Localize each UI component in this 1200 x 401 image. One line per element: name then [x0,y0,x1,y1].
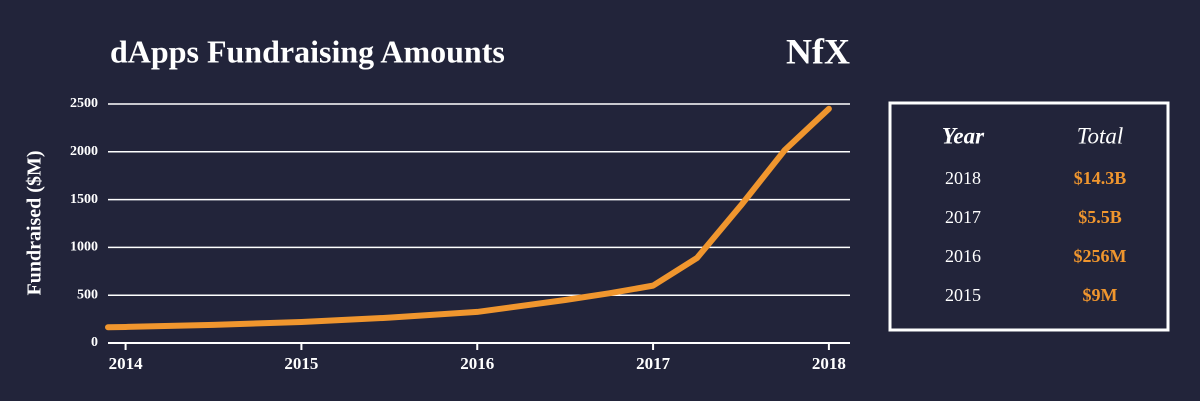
table-total: $9M [1083,285,1118,305]
x-tick-label: 2018 [812,354,846,373]
y-tick-label: 1500 [70,192,98,207]
y-tick-label: 1000 [70,240,98,255]
x-tick-label: 2014 [109,354,144,373]
table-year: 2016 [945,246,981,266]
table-frame [888,101,1170,332]
table-year: 2017 [945,207,981,227]
y-tick-label: 2000 [70,144,98,159]
table-year: 2018 [945,168,981,188]
table-total: $14.3B [1074,168,1127,188]
table-header: Year [942,123,985,148]
table-total: $5.5B [1078,207,1122,227]
y-axis-label: Fundraised ($M) [24,151,46,296]
table-total: $256M [1074,246,1127,266]
table-year: 2015 [945,285,981,305]
x-tick-label: 2015 [284,354,318,373]
chart-title: dApps Fundraising Amounts [110,33,505,69]
table-header: Total [1077,123,1123,148]
logo: NfX [786,31,850,71]
y-tick-label: 500 [77,287,98,302]
y-tick-label: 2500 [70,96,98,111]
line [105,105,832,331]
y-tick-label: 0 [91,335,98,350]
x-tick-label: 2016 [460,354,494,373]
x-tick-label: 2017 [636,354,671,373]
